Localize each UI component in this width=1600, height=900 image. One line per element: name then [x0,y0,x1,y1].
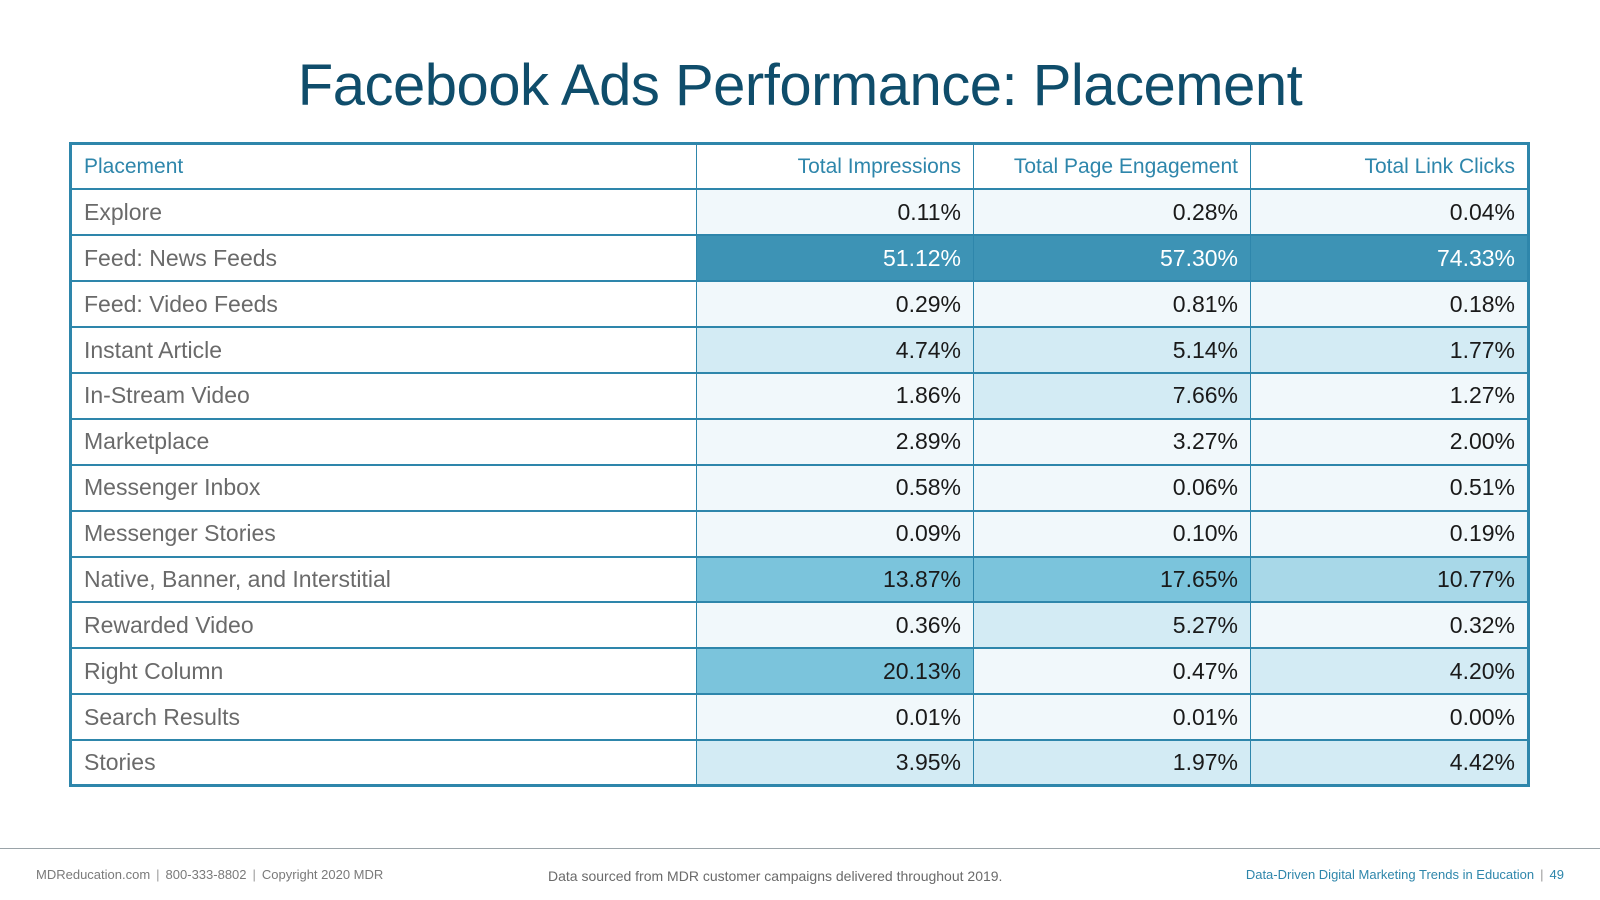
engagement-cell: 0.28% [973,188,1251,236]
clicks-cell: 1.27% [1250,371,1529,419]
column-header-placement: Placement [70,142,697,190]
table-row: Rewarded Video 0.36% 5.27% 0.32% [70,601,1529,649]
clicks-cell: 0.32% [1250,601,1529,649]
engagement-cell: 0.01% [973,693,1251,741]
table-row: Feed: Video Feeds 0.29% 0.81% 0.18% [70,280,1529,328]
impressions-cell: 1.86% [696,371,974,419]
impressions-cell: 13.87% [696,555,974,603]
clicks-cell: 0.19% [1250,509,1529,557]
clicks-cell: 0.18% [1250,280,1529,328]
impressions-cell: 0.01% [696,693,974,741]
placement-cell: Rewarded Video [70,601,697,649]
footer-separator: | [1540,867,1544,882]
column-header-link-clicks: Total Link Clicks [1250,142,1529,190]
table-row: Native, Banner, and Interstitial 13.87% 17… [70,555,1529,603]
placement-cell: Feed: Video Feeds [70,280,697,328]
engagement-cell: 7.66% [973,371,1251,419]
placement-cell: Messenger Stories [70,509,697,557]
engagement-cell: 3.27% [973,417,1251,465]
table-header-row: Placement Total Impressions Total Page E… [70,142,1529,190]
clicks-cell: 74.33% [1250,234,1529,282]
impressions-cell: 0.29% [696,280,974,328]
clicks-cell: 1.77% [1250,326,1529,373]
table-row: Stories 3.95% 1.97% 4.42% [70,739,1529,786]
impressions-cell: 2.89% [696,417,974,465]
footer-source-note: Data sourced from MDR customer campaigns… [548,868,1003,884]
table-body: Explore 0.11% 0.28% 0.04% Feed: News Feeds 51… [70,188,1529,786]
engagement-cell: 0.10% [973,509,1251,557]
table-row: Search Results 0.01% 0.01% 0.00% [70,693,1529,741]
footer-website: MDReducation.com [36,867,151,882]
engagement-cell: 5.14% [973,326,1251,373]
footer-contact: MDReducation.com | 800-333-8802 | Copyright … [36,867,383,882]
placement-cell: Explore [70,188,697,236]
placement-cell: Stories [70,739,697,786]
footer-phone: 800-333-8802 [165,867,247,882]
impressions-cell: 20.13% [696,647,974,695]
impressions-cell: 0.58% [696,463,974,511]
table-row: Explore 0.11% 0.28% 0.04% [70,188,1529,236]
placement-cell: Instant Article [70,326,697,373]
engagement-cell: 17.65% [973,555,1251,603]
impressions-cell: 0.36% [696,601,974,649]
table-row: Instant Article 4.74% 5.14% 1.77% [70,326,1529,373]
footer-report-title: Data-Driven Digital Marketing Trends in … [1245,867,1535,882]
footer-copyright: Copyright 2020 MDR [261,867,384,882]
column-header-engagement: Total Page Engagement [973,142,1251,190]
slide-title: Facebook Ads Performance: Placement [297,53,1303,118]
engagement-cell: 57.30% [973,234,1251,282]
clicks-cell: 4.42% [1250,739,1529,786]
placement-cell: Search Results [70,693,697,741]
impressions-cell: 0.11% [696,188,974,236]
placement-cell: Messenger Inbox [70,463,697,511]
engagement-cell: 5.27% [973,601,1251,649]
impressions-cell: 51.12% [696,234,974,282]
footer-separator: | [252,867,256,882]
footer-divider [0,848,1600,849]
impressions-cell: 3.95% [696,739,974,786]
engagement-cell: 0.81% [973,280,1251,328]
table-row: Feed: News Feeds 51.12% 57.30% 74.33% [70,234,1529,282]
clicks-cell: 0.04% [1250,188,1529,236]
engagement-cell: 1.97% [973,739,1251,786]
table-row: In-Stream Video 1.86% 7.66% 1.27% [70,371,1529,419]
impressions-cell: 0.09% [696,509,974,557]
table-row: Marketplace 2.89% 3.27% 2.00% [70,417,1529,465]
engagement-cell: 0.06% [973,463,1251,511]
clicks-cell: 10.77% [1250,555,1529,603]
placement-cell: In-Stream Video [70,371,697,419]
footer-report: Data-Driven Digital Marketing Trends in … [1246,867,1564,882]
table-row: Right Column 20.13% 0.47% 4.20% [70,647,1529,695]
impressions-cell: 4.74% [696,326,974,373]
engagement-cell: 0.47% [973,647,1251,695]
clicks-cell: 0.00% [1250,693,1529,741]
placement-cell: Right Column [70,647,697,695]
column-header-impressions: Total Impressions [696,142,974,190]
table-row: Messenger Stories 0.09% 0.10% 0.19% [70,509,1529,557]
placement-cell: Feed: News Feeds [70,234,697,282]
clicks-cell: 2.00% [1250,417,1529,465]
placement-table: Placement Total Impressions Total Page E… [69,142,1530,788]
footer-separator: | [156,867,160,882]
clicks-cell: 4.20% [1250,647,1529,695]
clicks-cell: 0.51% [1250,463,1529,511]
table-row: Messenger Inbox 0.58% 0.06% 0.51% [70,463,1529,511]
placement-cell: Marketplace [70,417,697,465]
footer-page-number: 49 [1549,867,1564,882]
placement-cell: Native, Banner, and Interstitial [70,555,697,603]
